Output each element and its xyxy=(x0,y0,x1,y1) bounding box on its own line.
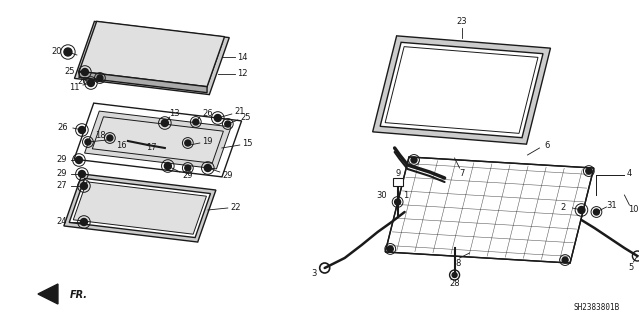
Text: 1: 1 xyxy=(403,191,408,201)
Text: 15: 15 xyxy=(243,138,253,147)
Circle shape xyxy=(225,121,231,127)
Circle shape xyxy=(81,182,88,189)
Circle shape xyxy=(79,127,85,133)
Text: 8: 8 xyxy=(455,258,460,268)
Circle shape xyxy=(578,206,585,213)
Circle shape xyxy=(204,165,211,172)
Polygon shape xyxy=(372,36,550,144)
Text: 29: 29 xyxy=(182,170,193,180)
Polygon shape xyxy=(385,157,594,263)
Polygon shape xyxy=(74,21,229,95)
Text: 29: 29 xyxy=(223,170,233,180)
Circle shape xyxy=(562,257,568,263)
Text: 14: 14 xyxy=(237,53,248,62)
Polygon shape xyxy=(64,174,216,242)
Text: 26: 26 xyxy=(77,78,88,86)
Text: 21: 21 xyxy=(234,108,245,116)
Text: 25: 25 xyxy=(65,68,75,77)
Circle shape xyxy=(85,139,91,145)
Text: 2: 2 xyxy=(561,204,566,212)
Circle shape xyxy=(411,157,417,163)
Text: 16: 16 xyxy=(116,140,127,150)
Text: FR.: FR. xyxy=(70,290,88,300)
Polygon shape xyxy=(84,111,231,169)
Text: 29: 29 xyxy=(57,169,67,179)
Circle shape xyxy=(586,168,592,174)
Circle shape xyxy=(193,119,199,125)
Polygon shape xyxy=(92,117,223,163)
Polygon shape xyxy=(79,21,225,87)
Text: 5: 5 xyxy=(628,263,634,272)
Text: 4: 4 xyxy=(627,168,632,177)
Text: 26: 26 xyxy=(202,108,213,117)
Circle shape xyxy=(107,135,113,141)
Text: 23: 23 xyxy=(456,18,467,26)
Circle shape xyxy=(593,209,600,215)
Circle shape xyxy=(452,272,457,278)
Circle shape xyxy=(81,219,88,226)
Text: 3: 3 xyxy=(311,270,316,278)
Polygon shape xyxy=(69,178,211,238)
Polygon shape xyxy=(74,182,207,234)
Text: 22: 22 xyxy=(230,203,241,211)
Text: 28: 28 xyxy=(449,279,460,288)
Text: 24: 24 xyxy=(57,218,67,226)
Polygon shape xyxy=(74,103,241,177)
Polygon shape xyxy=(81,27,223,89)
Text: 29: 29 xyxy=(57,155,67,165)
Circle shape xyxy=(387,246,393,252)
Text: 27: 27 xyxy=(56,182,67,190)
Circle shape xyxy=(395,199,401,205)
Text: 17: 17 xyxy=(147,144,157,152)
Text: 19: 19 xyxy=(202,137,213,145)
Circle shape xyxy=(97,75,103,81)
Circle shape xyxy=(164,162,172,169)
Circle shape xyxy=(185,140,191,146)
Polygon shape xyxy=(380,42,543,138)
Text: 6: 6 xyxy=(545,140,550,150)
Text: 11: 11 xyxy=(68,83,79,92)
Circle shape xyxy=(76,157,83,164)
Polygon shape xyxy=(79,71,207,93)
Text: 31: 31 xyxy=(606,202,617,211)
Circle shape xyxy=(161,120,168,127)
Text: 20: 20 xyxy=(52,48,62,56)
Text: SH2383801B: SH2383801B xyxy=(573,303,620,312)
Polygon shape xyxy=(385,47,538,133)
Text: 25: 25 xyxy=(241,114,251,122)
Text: 9: 9 xyxy=(395,169,400,179)
Bar xyxy=(392,178,403,186)
Text: 18: 18 xyxy=(95,131,105,140)
Text: 13: 13 xyxy=(170,108,180,117)
Circle shape xyxy=(64,48,72,56)
Text: 30: 30 xyxy=(376,191,387,201)
Polygon shape xyxy=(38,284,58,304)
Circle shape xyxy=(185,165,191,171)
Circle shape xyxy=(79,170,85,177)
Circle shape xyxy=(81,69,88,76)
Text: 26: 26 xyxy=(58,123,68,132)
Text: 7: 7 xyxy=(459,168,464,177)
Circle shape xyxy=(214,115,221,122)
Text: 12: 12 xyxy=(237,70,248,78)
Circle shape xyxy=(88,79,95,86)
Text: 10: 10 xyxy=(628,205,639,214)
